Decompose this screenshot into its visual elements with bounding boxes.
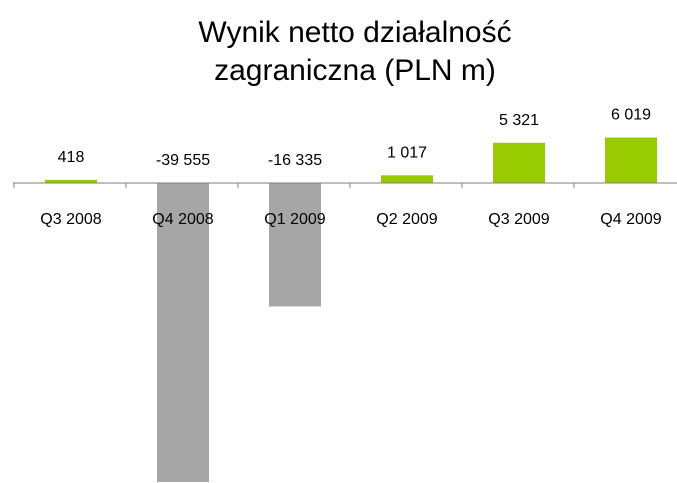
data-label: -39 555 <box>156 152 210 169</box>
data-label: 1 017 <box>387 145 427 162</box>
data-label: -16 335 <box>268 152 322 169</box>
bar <box>605 137 657 183</box>
x-tick-label: Q4 2008 <box>152 211 213 228</box>
x-tick-label: Q2 2009 <box>376 211 437 228</box>
bar <box>493 142 545 183</box>
bar <box>45 179 97 183</box>
chart-title: Wynik netto działalność zagraniczna (PLN… <box>198 16 512 87</box>
x-tick-label: Q3 2009 <box>488 211 549 228</box>
data-label: 418 <box>58 149 85 166</box>
bar <box>381 175 433 183</box>
bar <box>157 183 209 482</box>
bar <box>269 183 321 307</box>
x-tick-label: Q4 2009 <box>600 211 661 228</box>
data-label: 5 321 <box>499 112 539 129</box>
x-tick-label: Q1 2009 <box>264 211 325 228</box>
x-tick-label: Q3 2008 <box>40 211 101 228</box>
data-label: 6 019 <box>611 107 651 124</box>
